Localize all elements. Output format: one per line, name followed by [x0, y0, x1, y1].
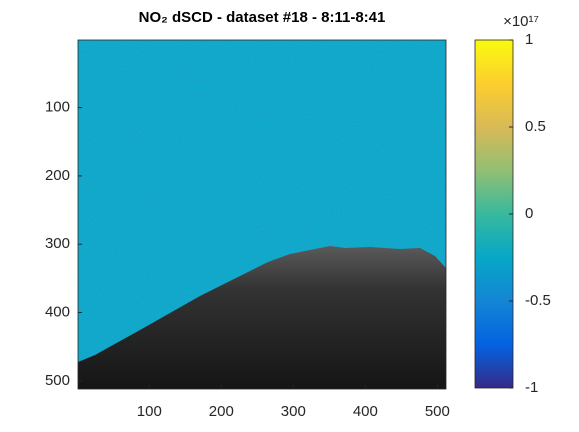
colorbar-tick-label: -0.5 — [525, 292, 551, 309]
colorbar-tick-label: 0 — [525, 205, 533, 222]
colorbar-tick-label: 0.5 — [525, 118, 546, 135]
y-tick-label: 200 — [45, 167, 70, 184]
x-tick-label: 400 — [353, 403, 378, 420]
colorbar — [474, 39, 514, 389]
mountain — [78, 246, 446, 389]
colorbar-multiplier: ×10¹⁷ — [503, 13, 539, 30]
x-tick-label: 300 — [281, 403, 306, 420]
y-tick-label: 400 — [45, 303, 70, 320]
y-tick-label: 500 — [45, 372, 70, 389]
axes-box — [77, 39, 447, 390]
x-tick-label: 100 — [137, 403, 162, 420]
y-tick-label: 100 — [45, 99, 70, 116]
colorbar-tick-label: 1 — [525, 31, 533, 48]
chart-title: NO₂ dSCD - dataset #18 - 8:11-8:41 — [139, 9, 386, 26]
x-tick-label: 500 — [425, 403, 450, 420]
y-tick-label: 300 — [45, 235, 70, 252]
colorbar-tick-label: -1 — [525, 379, 538, 396]
x-tick-label: 200 — [209, 403, 234, 420]
